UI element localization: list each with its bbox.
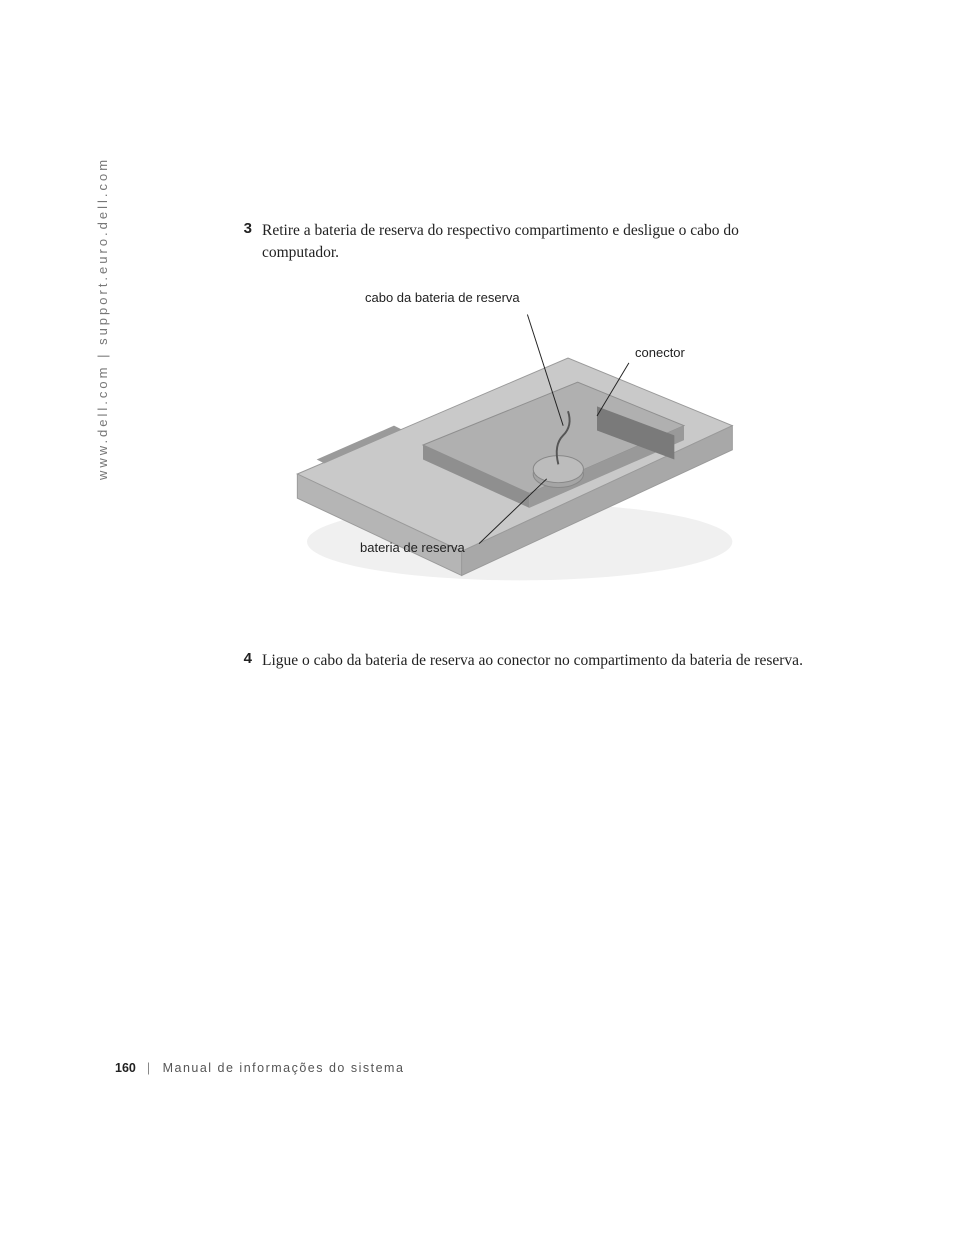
- document-page: www.dell.com | support.euro.dell.com 3 R…: [0, 0, 954, 1235]
- callout-battery-label: bateria de reserva: [360, 540, 465, 555]
- battery-diagram-svg: [270, 300, 750, 590]
- step-text: Retire a bateria de reserva do respectiv…: [262, 220, 810, 265]
- callout-connector-label: conector: [635, 345, 685, 360]
- page-number: 160: [115, 1061, 136, 1075]
- battery-figure: cabo da bateria de reserva conector bate…: [270, 290, 750, 610]
- step-3: 3 Retire a bateria de reserva do respect…: [230, 220, 810, 265]
- side-url-text: www.dell.com | support.euro.dell.com: [95, 157, 110, 480]
- main-content: 3 Retire a bateria de reserva do respect…: [230, 220, 810, 692]
- step-text: Ligue o cabo da bateria de reserva ao co…: [262, 650, 803, 672]
- step-number: 3: [230, 220, 252, 237]
- step-4: 4 Ligue o cabo da bateria de reserva ao …: [230, 650, 810, 672]
- footer-title: Manual de informações do sistema: [163, 1061, 405, 1075]
- footer-separator: |: [147, 1061, 152, 1075]
- callout-cable-label: cabo da bateria de reserva: [365, 290, 520, 305]
- page-footer: 160 | Manual de informações do sistema: [115, 1061, 404, 1075]
- step-number: 4: [230, 650, 252, 667]
